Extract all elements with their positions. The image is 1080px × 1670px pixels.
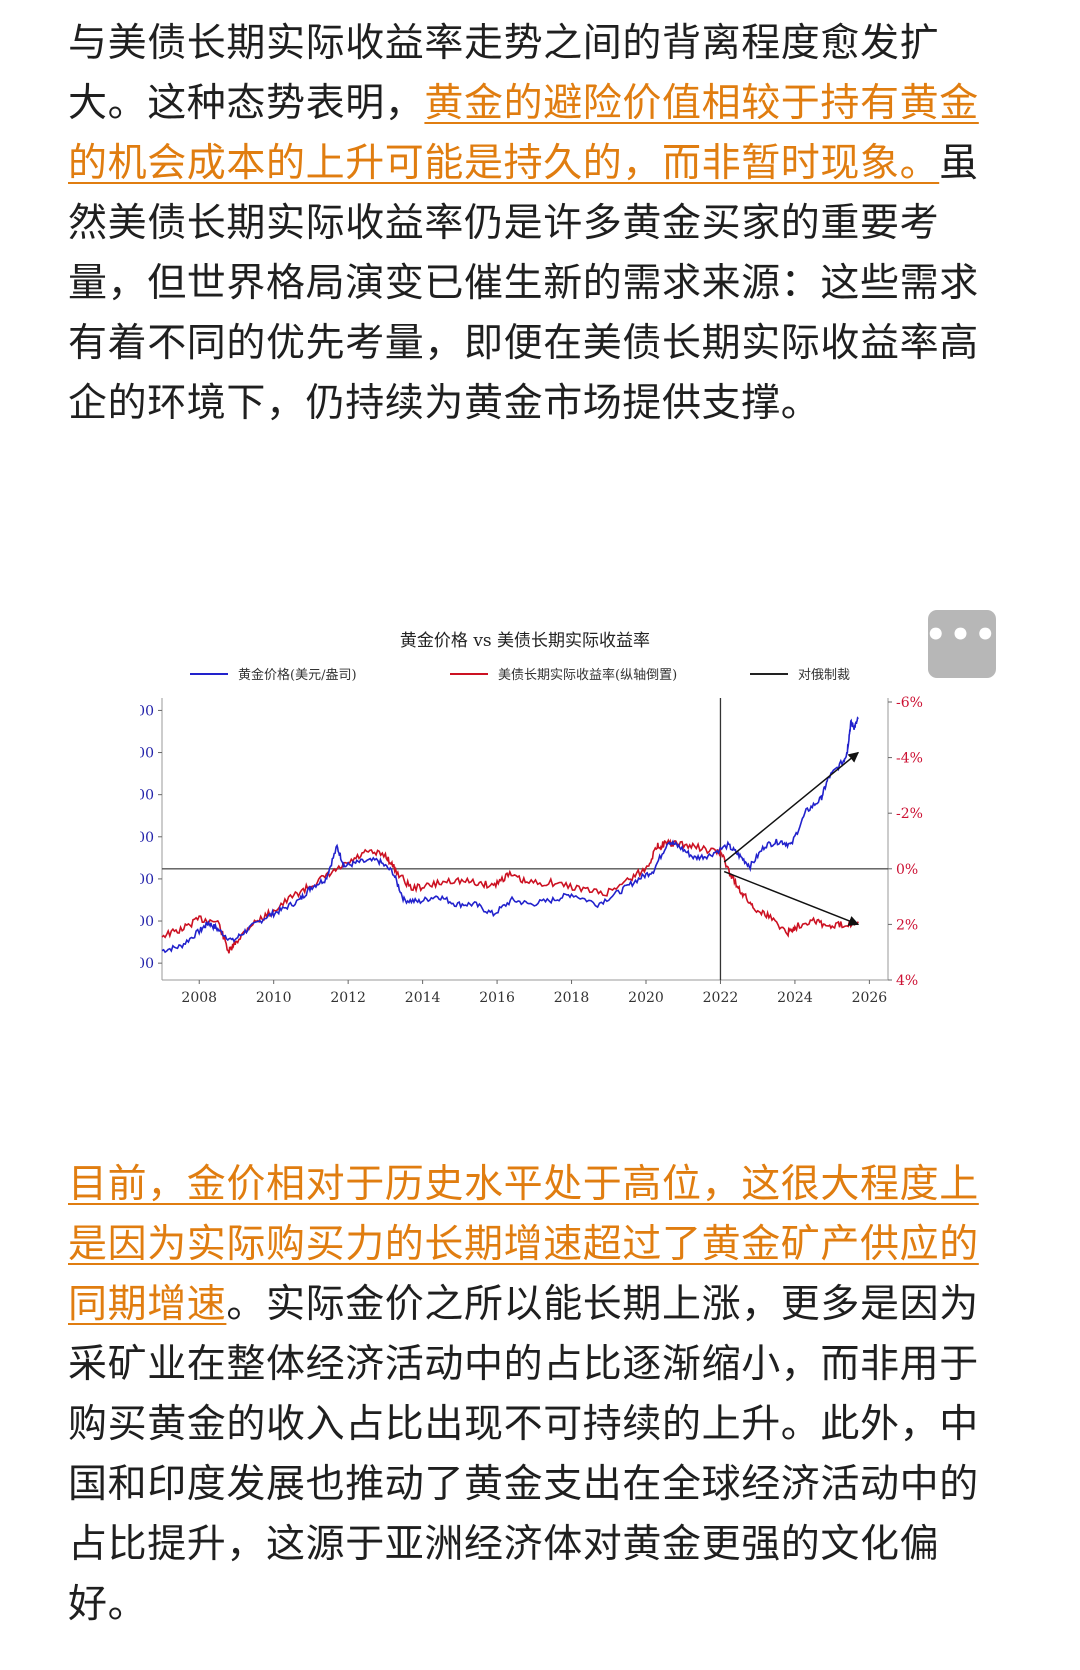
x-tick-label: 2020 xyxy=(628,990,664,1006)
p1-text-before: 与美债长期实际收益率走势之间的背离程度愈发扩大。这种态势表明， xyxy=(68,21,940,126)
x-tick-label: 2026 xyxy=(852,990,888,1006)
legend-label: 对俄制裁 xyxy=(798,667,850,683)
trend-arrow-1 xyxy=(723,751,860,863)
x-tick-label: 2022 xyxy=(703,990,739,1006)
series-line-real-yield xyxy=(161,838,859,954)
right-tick-label: 4% xyxy=(896,973,918,989)
p1-highlight-link[interactable]: 黄金的避险价值相较于持有黄金的机会成本的上升可能是持久的，而非暂时现象。 xyxy=(68,81,979,186)
x-tick-label: 2024 xyxy=(777,990,813,1006)
left-tick-label: 500 xyxy=(140,956,154,972)
x-tick-label: 2014 xyxy=(405,990,441,1006)
chart-svg: 黄金价格 vs 美债长期实际收益率 500 1,000 1,500 2,000 2,500… xyxy=(114,631,923,1006)
more-options-button[interactable]: ••• xyxy=(924,610,1000,678)
p1-text-after: 虽然美债长期实际收益率仍是许多黄金买家的重要考量，但世界格局演变已催生新的需求来… xyxy=(68,141,979,426)
left-tick-label: 1,500 xyxy=(140,872,154,888)
left-tick-label: 2,000 xyxy=(140,830,154,846)
paragraph-2: 目前，金价相对于历史水平处于高位，这很大程度上是因为实际购买力的长期增速超过了黄… xyxy=(68,1155,1013,1635)
left-tick-label: 1,000 xyxy=(140,914,154,930)
x-tick-label: 2016 xyxy=(479,990,515,1006)
left-tick-label: 3,000 xyxy=(140,746,154,762)
right-tick-label: 0% xyxy=(896,862,918,878)
more-dots-icon: ••• xyxy=(924,615,1000,655)
right-tick-label: -4% xyxy=(896,751,923,767)
chart-title: 黄金价格 vs 美债长期实际收益率 xyxy=(400,631,650,651)
p2-highlight-link[interactable]: 目前，金价相对于历史水平处于高位，这很大程度上是因为实际购买力的长期增速超过了黄… xyxy=(68,1162,979,1327)
paragraph-1: 与美债长期实际收益率走势之间的背离程度愈发扩大。这种态势表明，黄金的避险价值相较… xyxy=(68,14,1013,434)
x-tick-label: 2018 xyxy=(554,990,590,1006)
gold-vs-yield-chart: 黄金价格 vs 美债长期实际收益率 500 1,000 1,500 2,000 2,500… xyxy=(114,620,940,1040)
right-tick-label: -2% xyxy=(896,806,923,822)
series-line-gold-price xyxy=(161,716,859,954)
legend-label: 美债长期实际收益率(纵轴倒置) xyxy=(498,667,677,683)
right-tick-label: -6% xyxy=(896,695,923,711)
legend-label: 黄金价格(美元/盎司) xyxy=(238,667,357,683)
trend-arrow-2 xyxy=(723,870,860,926)
x-tick-label: 2008 xyxy=(181,990,217,1006)
right-tick-label: 2% xyxy=(896,917,918,933)
x-tick-label: 2012 xyxy=(330,990,366,1006)
x-tick-label: 2010 xyxy=(256,990,292,1006)
p2-text-after: 。实际金价之所以能长期上涨，更多是因为采矿业在整体经济活动中的占比逐渐缩小，而非… xyxy=(68,1282,979,1627)
left-tick-label: 3,500 xyxy=(140,703,154,719)
left-tick-label: 2,500 xyxy=(140,788,154,804)
